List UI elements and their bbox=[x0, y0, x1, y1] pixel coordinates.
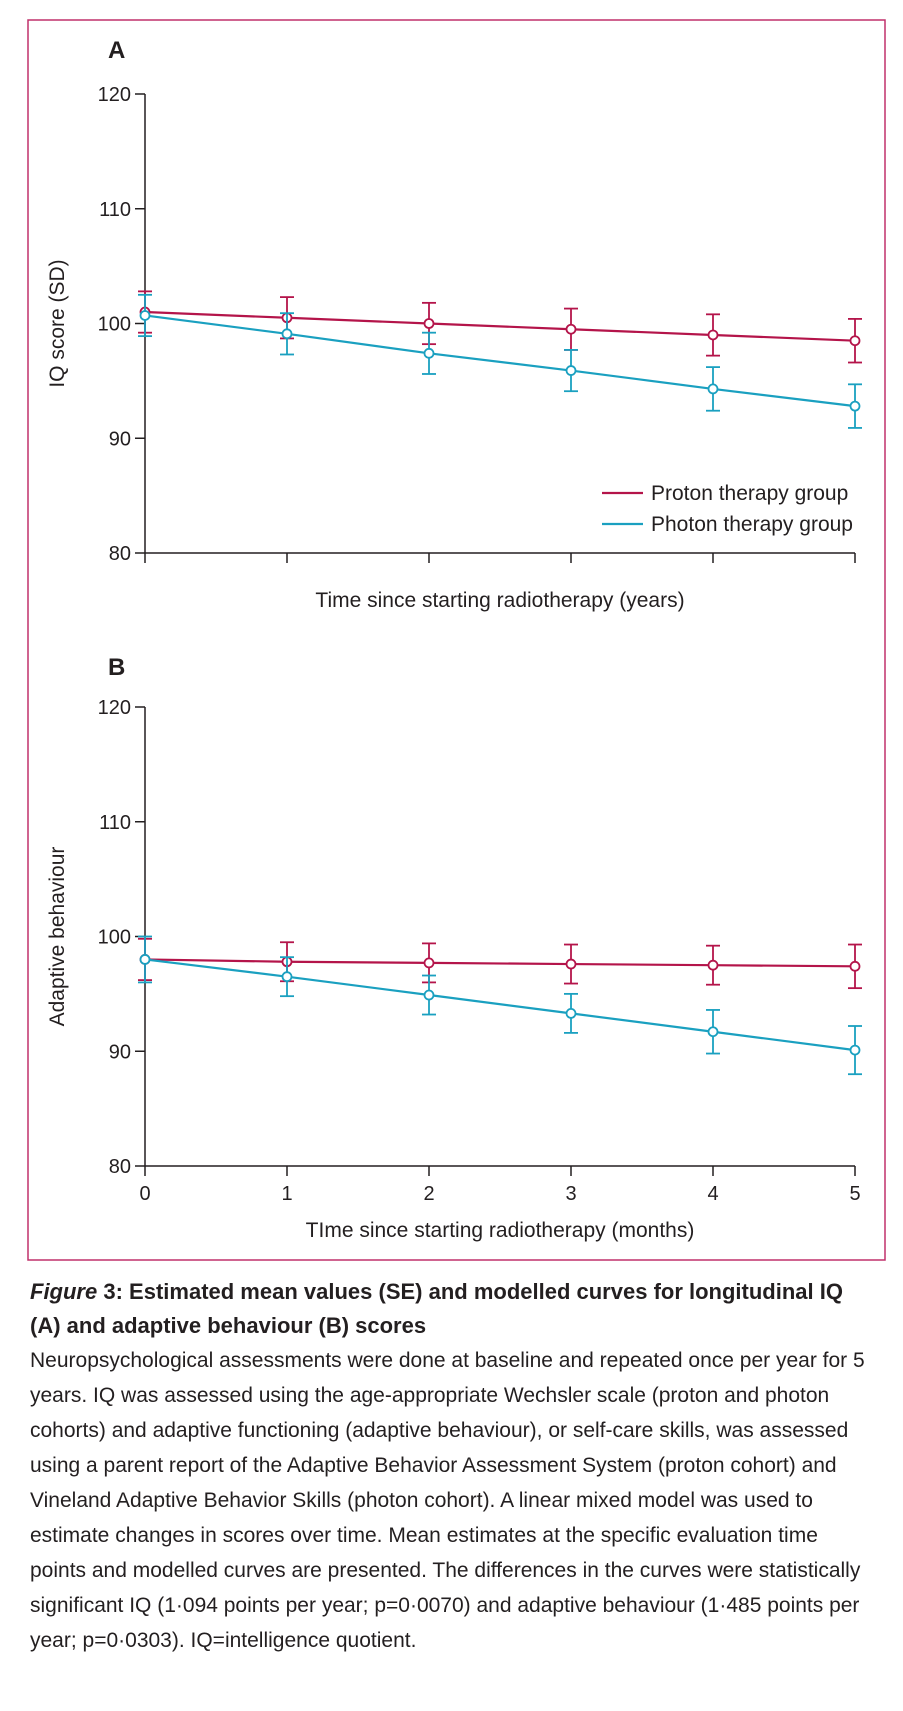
panel-b-proton-point bbox=[707, 959, 719, 971]
panel-a-y-tick-label: 80 bbox=[109, 543, 131, 565]
panel-b-x-tick-label: 5 bbox=[849, 1183, 860, 1205]
panel-b-y-tick-label: 120 bbox=[98, 697, 131, 719]
panel-b-y-tick-label: 90 bbox=[109, 1041, 131, 1063]
caption-figure-label: Figure bbox=[30, 1279, 98, 1304]
panel-a-photon-series bbox=[138, 293, 862, 429]
panel-a-proton-point bbox=[849, 335, 861, 347]
panel-b-photon-point bbox=[565, 1007, 577, 1019]
panel-b-photon-series bbox=[138, 935, 862, 1076]
panel-b-proton-point bbox=[849, 960, 861, 972]
panel-b-photon-point bbox=[139, 954, 151, 965]
figure-caption: Figure 3: Estimated mean values (SE) and… bbox=[30, 1275, 875, 1658]
panel-b-photon-point bbox=[707, 1026, 719, 1038]
panel-b-x-tick-label: 1 bbox=[281, 1183, 292, 1205]
panel-b-photon-point bbox=[423, 989, 435, 1001]
panel-b-photon-point bbox=[849, 1044, 861, 1056]
panel-a-proton-series bbox=[138, 290, 862, 364]
legend-label-proton: Proton therapy group bbox=[651, 482, 848, 505]
caption-figure-number: 3: bbox=[103, 1279, 123, 1304]
caption-title: Figure 3: Estimated mean values (SE) and… bbox=[30, 1275, 875, 1343]
panel-a-letter: A bbox=[108, 37, 125, 64]
legend-label-photon: Photon therapy group bbox=[651, 513, 853, 536]
panel-a-photon-point bbox=[139, 310, 151, 321]
panel-a-photon-point bbox=[281, 328, 293, 340]
panel-a-y-tick-label: 90 bbox=[109, 428, 131, 450]
panel-a-y-axis-title: IQ score (SD) bbox=[46, 259, 69, 387]
panel-b-photon-point bbox=[281, 971, 293, 983]
panel-a-proton-line bbox=[144, 310, 856, 342]
panel-a: A 80 90 100 110 120 Time since starting radiot… bbox=[46, 37, 862, 612]
caption-title-text: Estimated mean values (SE) and modelled … bbox=[30, 1279, 843, 1338]
panel-a-legend: Proton therapy group Photon therapy group bbox=[602, 482, 853, 536]
panel-b-x-tick-label: 0 bbox=[139, 1183, 150, 1205]
panel-b-x-tick-label: 4 bbox=[707, 1183, 718, 1205]
panel-b-proton-point bbox=[423, 957, 435, 969]
panel-a-y-tick-label: 110 bbox=[99, 199, 131, 221]
panel-a-x-axis-title: Time since starting radiotherapy (years) bbox=[315, 589, 684, 612]
panel-b-y-tick-label: 110 bbox=[99, 812, 131, 834]
panel-b-x-axis-title: TIme since starting radiotherapy (months… bbox=[306, 1219, 695, 1242]
panel-a-photon-point bbox=[423, 347, 435, 359]
panel-a-y-tick-label: 120 bbox=[98, 84, 131, 106]
panel-a-photon-point bbox=[849, 400, 861, 412]
panel-b: B 80 90 100 110 120 0 1 2 3 4 5 TIme since starting … bbox=[46, 654, 862, 1242]
panel-b-x-tick-label: 3 bbox=[565, 1183, 576, 1205]
panel-a-proton-point bbox=[565, 323, 577, 335]
panel-a-photon-point bbox=[707, 383, 719, 395]
panel-a-proton-point bbox=[423, 318, 435, 329]
panel-b-proton-series bbox=[138, 937, 862, 990]
panel-b-x-tick-label: 2 bbox=[423, 1183, 434, 1205]
panel-b-y-tick-label: 100 bbox=[98, 927, 131, 949]
figure-frame bbox=[27, 19, 886, 1261]
panel-b-y-axis-title: Adaptive behaviour bbox=[46, 847, 69, 1027]
panel-b-letter: B bbox=[108, 654, 125, 681]
panel-a-proton-point bbox=[707, 329, 719, 341]
panel-b-proton-line bbox=[144, 958, 856, 968]
panel-b-photon-line bbox=[144, 958, 856, 1052]
panel-a-photon-point bbox=[565, 365, 577, 376]
panel-b-proton-point bbox=[565, 958, 577, 970]
panel-b-y-tick-label: 80 bbox=[109, 1156, 131, 1178]
panel-a-y-tick-label: 100 bbox=[98, 314, 131, 336]
caption-body: Neuropsychological assessments were done… bbox=[30, 1349, 865, 1652]
panel-a-photon-line bbox=[144, 314, 856, 408]
